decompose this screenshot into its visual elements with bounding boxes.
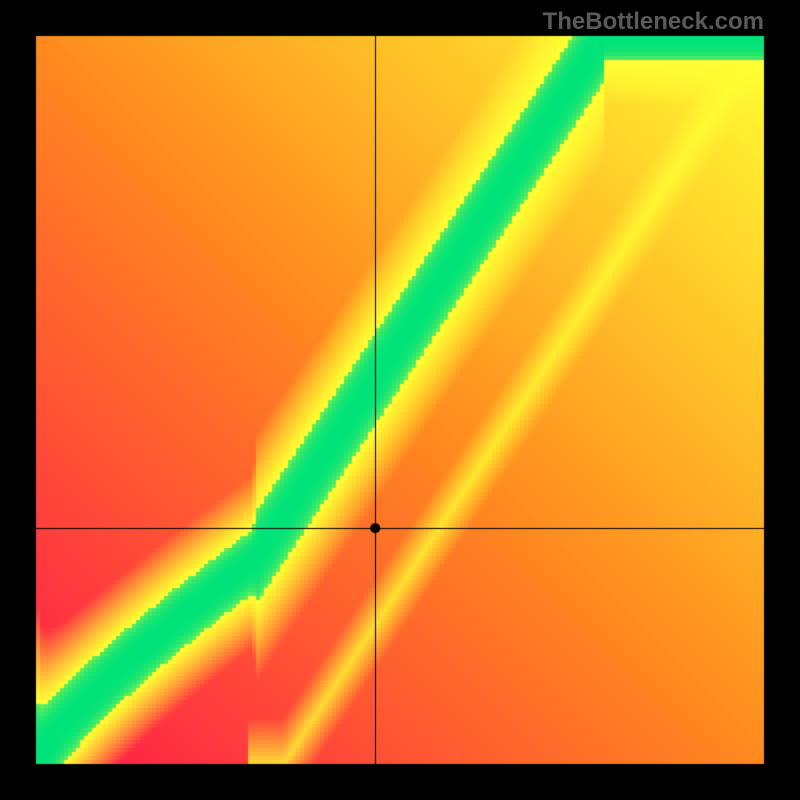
watermark-text: TheBottleneck.com (543, 8, 764, 36)
heatmap-canvas (0, 0, 800, 800)
